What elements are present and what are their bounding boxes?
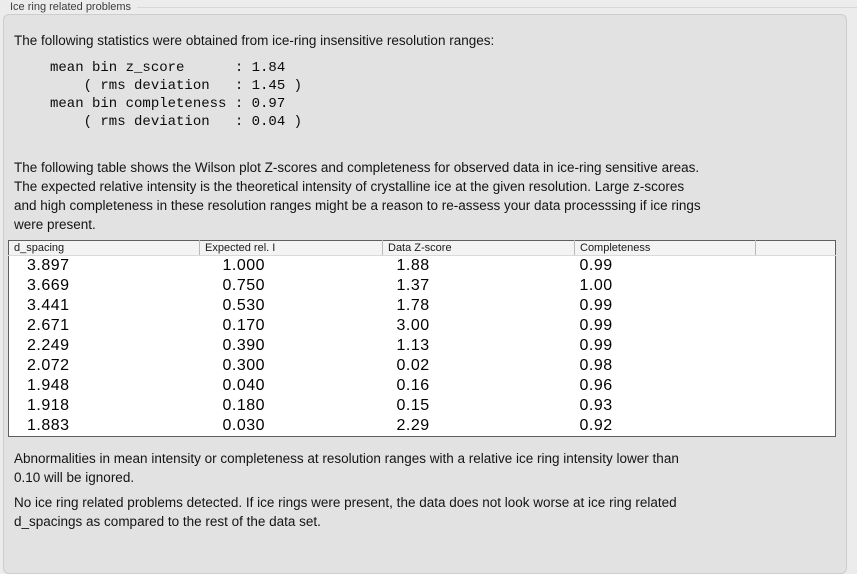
cell-completeness: 0.99: [579, 297, 613, 314]
cell-completeness: 1.00: [579, 277, 613, 294]
cell-expected-rel-i: 0.040: [222, 377, 266, 394]
cell-empty: [756, 416, 836, 437]
cell-completeness: 0.99: [579, 337, 613, 354]
table-row[interactable]: 1.883 0.030 2.29 0.92: [9, 416, 836, 437]
cell-d-spacing: 1.948: [27, 377, 70, 394]
column-header[interactable]: d_spacing: [8, 240, 200, 256]
stats-block: mean bin z_score : 1.84 ( rms deviation …: [50, 60, 303, 130]
cell-empty: [756, 296, 836, 316]
cell-completeness: 0.92: [579, 417, 613, 434]
cell-empty: [756, 256, 836, 277]
ice-ring-table: d_spacing Expected rel. I Data Z-score C…: [8, 240, 836, 437]
cell-d-spacing: 3.669: [27, 277, 70, 294]
cell-empty: [756, 276, 836, 296]
cell-empty: [756, 396, 836, 416]
ice-ring-panel: The following statistics were obtained f…: [3, 14, 847, 574]
cell-d-spacing: 1.883: [27, 417, 70, 434]
cell-expected-rel-i: 0.300: [222, 357, 266, 374]
cell-expected-rel-i: 0.750: [222, 277, 266, 294]
cell-completeness: 0.96: [579, 377, 613, 394]
cell-d-spacing: 3.897: [27, 257, 70, 274]
conclusion-text: No ice ring related problems detected. I…: [14, 495, 677, 529]
table-row[interactable]: 2.249 0.390 1.13 0.99: [9, 336, 836, 356]
cell-data-z-score: 0.15: [396, 397, 430, 414]
cell-completeness: 0.99: [579, 317, 613, 334]
table-header-row: d_spacing Expected rel. I Data Z-score C…: [8, 240, 836, 256]
column-header[interactable]: Completeness: [574, 240, 756, 256]
cell-data-z-score: 1.88: [396, 257, 430, 274]
cell-expected-rel-i: 0.390: [222, 337, 266, 354]
column-header[interactable]: Expected rel. I: [199, 240, 383, 256]
groupbox-header: Ice ring related problems: [0, 0, 857, 14]
cell-empty: [756, 356, 836, 376]
table-row[interactable]: 1.948 0.040 0.16 0.96: [9, 376, 836, 396]
cell-data-z-score: 1.78: [396, 297, 430, 314]
cell-expected-rel-i: 0.180: [222, 397, 266, 414]
groupbox-divider: [137, 6, 857, 8]
table-row[interactable]: 1.918 0.180 0.15 0.93: [9, 396, 836, 416]
cell-d-spacing: 3.441: [27, 297, 70, 314]
table-row[interactable]: 3.441 0.530 1.78 0.99: [9, 296, 836, 316]
column-header[interactable]: [755, 240, 836, 256]
cell-data-z-score: 1.37: [396, 277, 430, 294]
cell-d-spacing: 2.671: [27, 317, 70, 334]
cell-d-spacing: 2.249: [27, 337, 70, 354]
column-header[interactable]: Data Z-score: [382, 240, 575, 256]
cell-empty: [756, 316, 836, 336]
cell-expected-rel-i: 0.030: [222, 417, 266, 434]
cell-completeness: 0.99: [579, 257, 613, 274]
cell-expected-rel-i: 1.000: [222, 257, 266, 274]
cell-expected-rel-i: 0.530: [222, 297, 266, 314]
cell-data-z-score: 2.29: [396, 417, 430, 434]
cell-empty: [756, 376, 836, 396]
cell-completeness: 0.98: [579, 357, 613, 374]
cell-empty: [756, 336, 836, 356]
table-row[interactable]: 3.897 1.000 1.88 0.99: [9, 256, 836, 277]
cell-data-z-score: 0.16: [396, 377, 430, 394]
intro-text: The following statistics were obtained f…: [14, 33, 495, 48]
table-row[interactable]: 2.671 0.170 3.00 0.99: [9, 316, 836, 336]
cell-data-z-score: 0.02: [396, 357, 430, 374]
cell-d-spacing: 1.918: [27, 397, 70, 414]
threshold-note: Abnormalities in mean intensity or compl…: [14, 451, 679, 485]
cell-completeness: 0.93: [579, 397, 613, 414]
table-row[interactable]: 2.072 0.300 0.02 0.98: [9, 356, 836, 376]
table-description: The following table shows the Wilson plo…: [14, 160, 701, 232]
cell-expected-rel-i: 0.170: [222, 317, 266, 334]
cell-data-z-score: 1.13: [396, 337, 430, 354]
cell-d-spacing: 2.072: [27, 357, 70, 374]
table-row[interactable]: 3.669 0.750 1.37 1.00: [9, 276, 836, 296]
page-title: Ice ring related problems: [10, 1, 132, 13]
cell-data-z-score: 3.00: [396, 317, 430, 334]
